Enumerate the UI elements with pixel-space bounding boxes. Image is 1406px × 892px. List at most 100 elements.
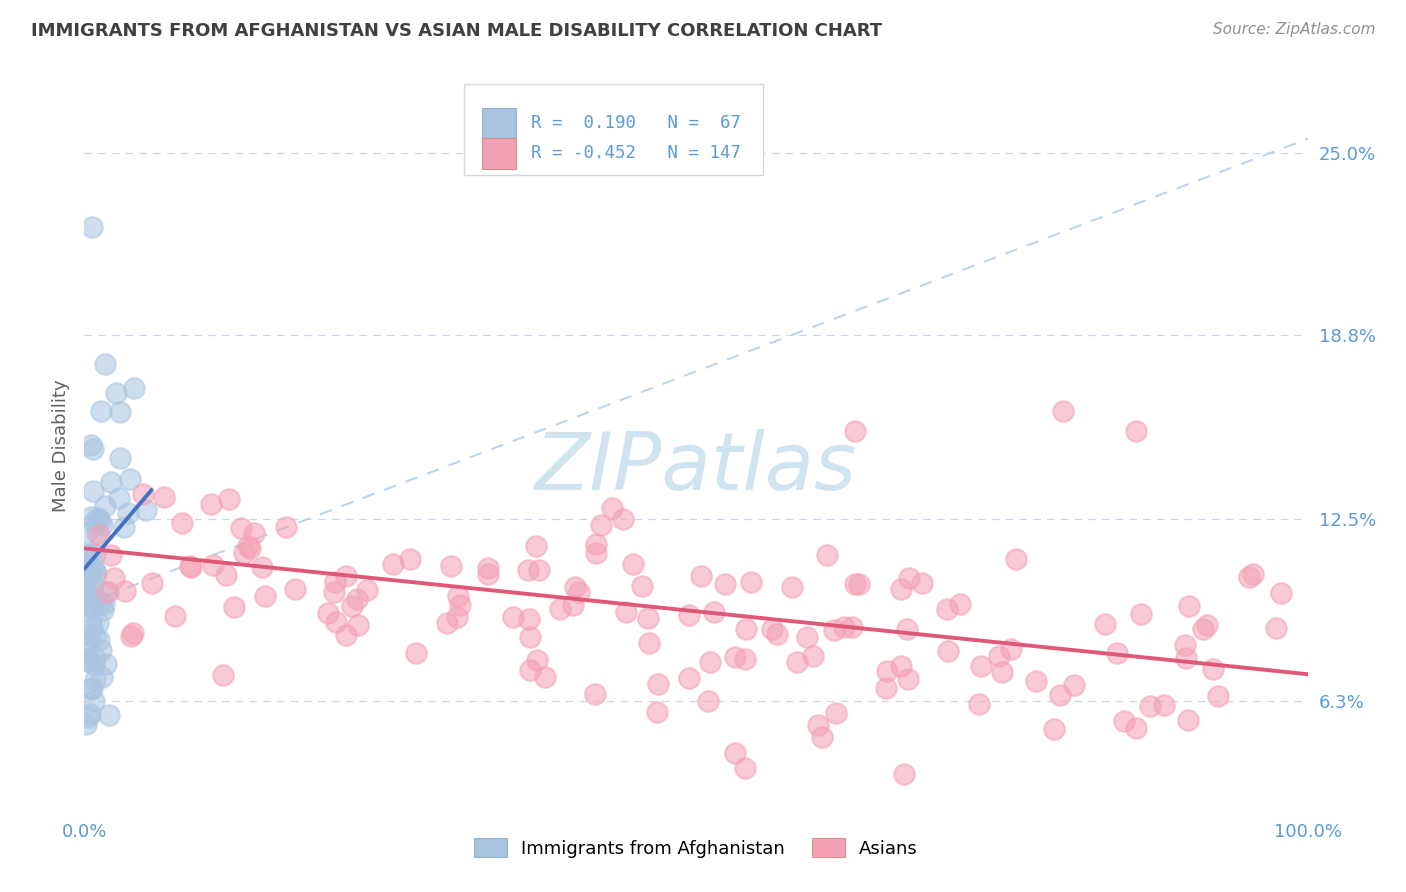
Point bbox=[335, 569, 357, 583]
Point bbox=[253, 589, 276, 603]
Point bbox=[75, 654, 97, 668]
Point bbox=[250, 560, 273, 574]
Point bbox=[75, 717, 97, 731]
Point bbox=[274, 520, 297, 534]
Y-axis label: Male Disability: Male Disability bbox=[52, 380, 70, 512]
Point bbox=[97, 708, 120, 723]
Point bbox=[84, 629, 107, 643]
Point bbox=[1237, 570, 1260, 584]
Point bbox=[284, 582, 307, 596]
Point bbox=[1063, 678, 1085, 692]
Point bbox=[936, 644, 959, 658]
Point bbox=[638, 636, 661, 650]
Point bbox=[1202, 662, 1225, 676]
Text: R =  0.190   N =  67: R = 0.190 N = 67 bbox=[531, 114, 741, 132]
Point bbox=[80, 568, 103, 582]
Point bbox=[519, 663, 541, 677]
Point bbox=[83, 651, 105, 665]
Point bbox=[75, 645, 97, 659]
Text: IMMIGRANTS FROM AFGHANISTAN VS ASIAN MALE DISABILITY CORRELATION CHART: IMMIGRANTS FROM AFGHANISTAN VS ASIAN MAL… bbox=[31, 22, 882, 40]
Point bbox=[477, 567, 499, 582]
Point bbox=[724, 649, 747, 664]
Point bbox=[621, 557, 644, 571]
Point bbox=[1052, 404, 1074, 418]
Point bbox=[690, 569, 713, 583]
Point bbox=[801, 648, 824, 663]
Point bbox=[94, 357, 117, 371]
Point bbox=[844, 425, 866, 439]
Point bbox=[449, 599, 471, 613]
Point bbox=[82, 620, 104, 634]
Point bbox=[405, 646, 427, 660]
Point bbox=[77, 628, 100, 642]
Point bbox=[786, 655, 808, 669]
Point bbox=[82, 442, 104, 457]
Point bbox=[699, 655, 721, 669]
Point bbox=[1000, 641, 1022, 656]
Text: Source: ZipAtlas.com: Source: ZipAtlas.com bbox=[1212, 22, 1375, 37]
Point bbox=[100, 475, 122, 490]
Point bbox=[1153, 698, 1175, 712]
Point bbox=[637, 610, 659, 624]
Point bbox=[83, 515, 105, 529]
Point bbox=[90, 404, 112, 418]
Point bbox=[645, 705, 668, 719]
Point bbox=[118, 472, 141, 486]
Point bbox=[94, 657, 117, 671]
Point bbox=[218, 491, 240, 506]
Point bbox=[325, 615, 347, 630]
Point bbox=[896, 623, 918, 637]
Point bbox=[834, 620, 856, 634]
Point bbox=[82, 559, 104, 574]
Point bbox=[201, 558, 224, 573]
Point bbox=[163, 609, 186, 624]
Point bbox=[697, 694, 720, 708]
Point bbox=[79, 547, 101, 561]
Point bbox=[89, 514, 111, 528]
Point bbox=[585, 546, 607, 560]
Point bbox=[80, 681, 103, 695]
Point bbox=[75, 583, 97, 598]
Point bbox=[949, 597, 972, 611]
Point bbox=[526, 653, 548, 667]
Point bbox=[1139, 698, 1161, 713]
Point bbox=[79, 706, 101, 721]
FancyBboxPatch shape bbox=[464, 84, 763, 176]
Point bbox=[135, 503, 157, 517]
Point bbox=[212, 668, 235, 682]
Legend: Immigrants from Afghanistan, Asians: Immigrants from Afghanistan, Asians bbox=[467, 831, 925, 865]
Point bbox=[761, 622, 783, 636]
Point bbox=[583, 687, 606, 701]
Point bbox=[561, 598, 583, 612]
Point bbox=[243, 525, 266, 540]
Point bbox=[399, 552, 422, 566]
Point bbox=[75, 582, 97, 597]
Point bbox=[80, 219, 103, 234]
Point bbox=[807, 718, 830, 732]
Point bbox=[796, 630, 818, 644]
Point bbox=[83, 658, 105, 673]
Point bbox=[229, 521, 252, 535]
Point bbox=[524, 540, 547, 554]
Point bbox=[1125, 425, 1147, 439]
Point bbox=[93, 598, 115, 612]
Point bbox=[318, 606, 340, 620]
Point bbox=[77, 652, 100, 666]
Point bbox=[132, 487, 155, 501]
Point bbox=[82, 682, 104, 697]
Point bbox=[585, 536, 607, 550]
Point bbox=[108, 450, 131, 465]
Text: ZIPatlas: ZIPatlas bbox=[534, 429, 858, 507]
Point bbox=[122, 625, 145, 640]
Point bbox=[897, 672, 920, 686]
Point bbox=[1105, 646, 1128, 660]
Point bbox=[848, 576, 870, 591]
Point bbox=[678, 671, 700, 685]
Point bbox=[517, 612, 540, 626]
Point bbox=[112, 519, 135, 533]
Point bbox=[200, 497, 222, 511]
Point bbox=[323, 575, 346, 590]
Point bbox=[120, 629, 142, 643]
Point bbox=[477, 561, 499, 575]
Point bbox=[502, 609, 524, 624]
